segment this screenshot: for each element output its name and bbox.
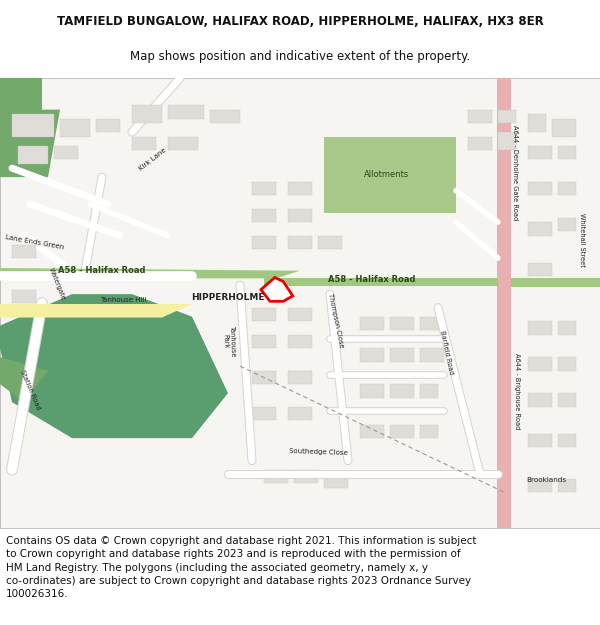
Bar	[558, 393, 576, 407]
Polygon shape	[324, 137, 456, 213]
Bar	[528, 114, 546, 132]
Text: Southedge Close: Southedge Close	[289, 449, 347, 456]
Bar	[468, 109, 492, 123]
Bar	[318, 236, 342, 249]
Bar	[528, 357, 552, 371]
Text: Station Road: Station Road	[19, 369, 41, 411]
Bar	[264, 469, 288, 483]
Text: Kirk Lane: Kirk Lane	[138, 147, 168, 171]
Polygon shape	[264, 278, 498, 286]
Bar	[288, 182, 312, 195]
Bar	[420, 348, 444, 362]
Bar	[288, 407, 312, 420]
Bar	[528, 182, 552, 195]
Bar	[558, 217, 576, 231]
Polygon shape	[0, 109, 60, 177]
Text: Tanhouse Hill: Tanhouse Hill	[100, 296, 146, 302]
Bar	[288, 236, 312, 249]
Text: A644 - Denholme Gate Road: A644 - Denholme Gate Road	[512, 125, 518, 220]
Bar	[18, 146, 48, 164]
Text: TAMFIELD BUNGALOW, HALIFAX ROAD, HIPPERHOLME, HALIFAX, HX3 8ER: TAMFIELD BUNGALOW, HALIFAX ROAD, HIPPERH…	[56, 16, 544, 28]
Bar	[528, 479, 552, 492]
Polygon shape	[0, 268, 300, 278]
Polygon shape	[497, 78, 511, 528]
Bar	[288, 209, 312, 222]
Bar	[528, 434, 552, 447]
Polygon shape	[511, 278, 600, 288]
Text: Tanhouse
Park: Tanhouse Park	[222, 326, 236, 357]
Bar	[390, 384, 414, 398]
Bar	[360, 348, 384, 362]
Bar	[168, 105, 204, 119]
Bar	[294, 469, 318, 483]
Bar	[54, 146, 78, 159]
Bar	[168, 137, 198, 150]
Bar	[528, 222, 552, 236]
Text: A58 - Halifax Road: A58 - Halifax Road	[328, 275, 416, 284]
Bar	[12, 244, 36, 258]
Polygon shape	[0, 78, 42, 109]
Bar	[288, 334, 312, 348]
Bar	[252, 236, 276, 249]
Bar	[558, 321, 576, 334]
Bar	[558, 357, 576, 371]
Bar	[288, 308, 312, 321]
Bar	[252, 182, 276, 195]
Bar	[360, 424, 384, 438]
Bar	[528, 262, 552, 276]
Text: Contains OS data © Crown copyright and database right 2021. This information is : Contains OS data © Crown copyright and d…	[6, 536, 476, 599]
Bar	[390, 424, 414, 438]
Bar	[420, 384, 438, 398]
Bar	[558, 146, 576, 159]
Bar	[210, 109, 240, 123]
Polygon shape	[0, 304, 192, 318]
Bar	[420, 424, 438, 438]
Text: Map shows position and indicative extent of the property.: Map shows position and indicative extent…	[130, 50, 470, 62]
Bar	[132, 105, 162, 123]
Bar	[558, 434, 576, 447]
Bar	[324, 474, 348, 488]
Text: Barfield Road: Barfield Road	[439, 330, 455, 375]
Polygon shape	[570, 278, 600, 288]
Bar	[132, 137, 156, 150]
Bar	[12, 289, 36, 303]
Text: Brooklands: Brooklands	[526, 478, 566, 483]
Text: A644 - Brighouse Road: A644 - Brighouse Road	[514, 352, 520, 429]
Polygon shape	[0, 357, 48, 402]
Bar	[528, 321, 552, 334]
Text: Whitehall Street: Whitehall Street	[579, 213, 585, 267]
Text: Allotments: Allotments	[364, 171, 410, 179]
Polygon shape	[261, 278, 293, 301]
Bar	[498, 132, 516, 150]
Bar	[252, 209, 276, 222]
Bar	[558, 479, 576, 492]
Text: Thompson Close: Thompson Close	[327, 292, 345, 348]
Bar	[252, 407, 276, 420]
Bar	[360, 384, 384, 398]
Bar	[420, 317, 444, 330]
Bar	[558, 182, 576, 195]
Text: Watergate: Watergate	[48, 266, 66, 301]
Text: HIPPERHOLME: HIPPERHOLME	[191, 292, 265, 302]
Bar	[528, 146, 552, 159]
Bar	[96, 119, 120, 132]
Bar	[288, 371, 312, 384]
Bar	[252, 371, 276, 384]
Bar	[12, 114, 54, 137]
Bar	[390, 348, 414, 362]
Bar	[60, 119, 90, 137]
Bar	[498, 109, 516, 123]
Bar	[252, 334, 276, 348]
Text: Lane Ends Green: Lane Ends Green	[5, 234, 65, 250]
Bar	[390, 317, 414, 330]
Bar	[468, 137, 492, 150]
Bar	[252, 308, 276, 321]
Text: A58 - Halifax Road: A58 - Halifax Road	[58, 266, 146, 275]
Bar	[360, 317, 384, 330]
Bar	[552, 119, 576, 137]
Polygon shape	[0, 294, 228, 438]
Bar	[528, 393, 552, 407]
